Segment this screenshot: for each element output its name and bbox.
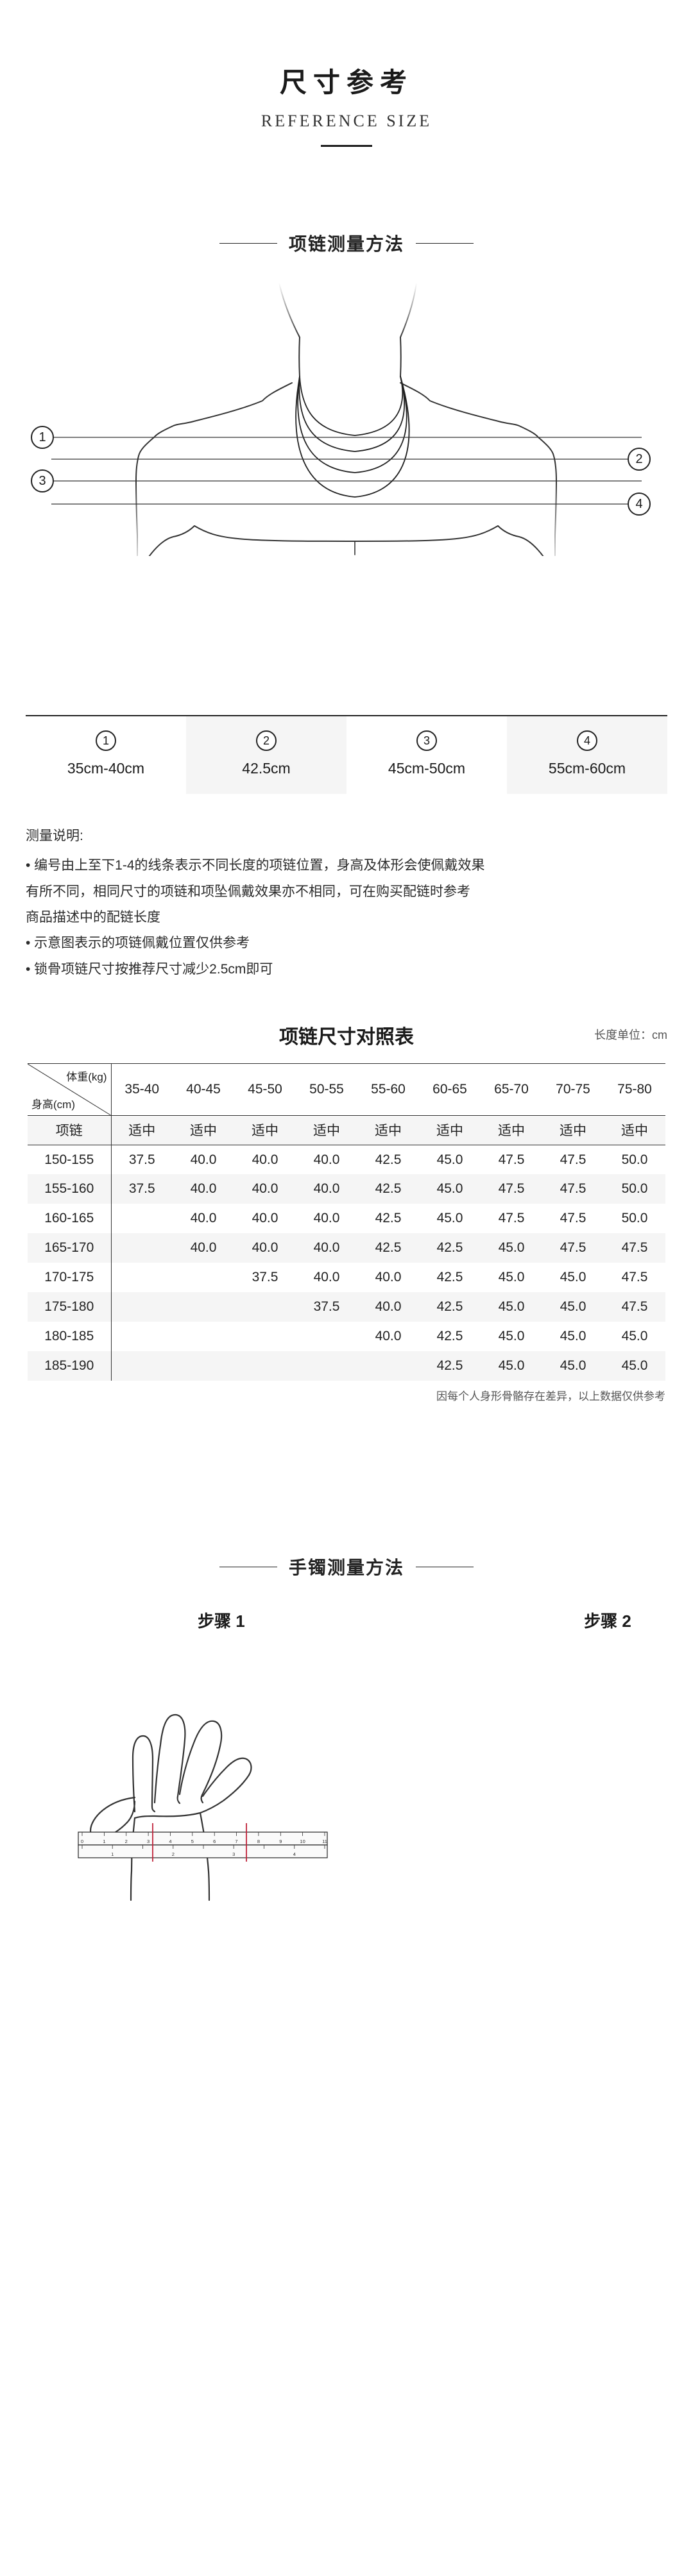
svg-text:5: 5 [191, 1839, 194, 1844]
svg-text:9: 9 [279, 1839, 282, 1844]
svg-text:4: 4 [169, 1839, 171, 1844]
svg-text:6: 6 [213, 1839, 216, 1844]
svg-text:2: 2 [172, 1851, 175, 1857]
svg-text:11: 11 [322, 1839, 327, 1844]
svg-text:4: 4 [293, 1851, 296, 1857]
svg-text:7: 7 [235, 1839, 237, 1844]
svg-text:0: 0 [81, 1839, 83, 1844]
svg-text:1: 1 [103, 1839, 105, 1844]
svg-text:1: 1 [111, 1851, 114, 1857]
svg-text:2: 2 [125, 1839, 128, 1844]
svg-text:10: 10 [300, 1839, 305, 1844]
svg-text:8: 8 [257, 1839, 260, 1844]
svg-text:3: 3 [147, 1839, 150, 1844]
svg-text:3: 3 [232, 1851, 235, 1857]
